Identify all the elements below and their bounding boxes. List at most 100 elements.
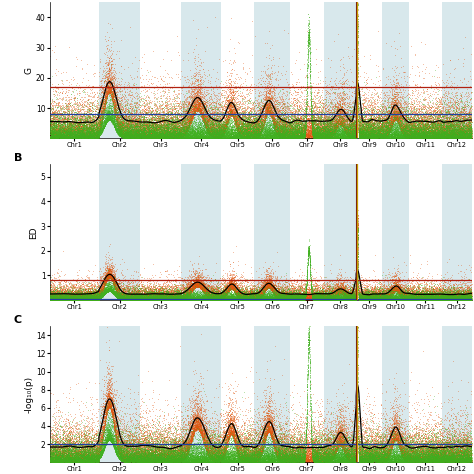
Point xyxy=(286,295,294,303)
Point xyxy=(299,446,306,454)
Point xyxy=(404,125,411,133)
Point xyxy=(406,458,414,466)
Point xyxy=(402,454,410,462)
Point xyxy=(241,295,249,303)
Point xyxy=(396,292,403,300)
Point xyxy=(375,296,383,303)
Point xyxy=(352,117,359,124)
Point xyxy=(182,134,189,141)
Point xyxy=(213,117,220,125)
Point xyxy=(94,117,101,125)
Point xyxy=(463,295,470,303)
Point xyxy=(313,295,320,303)
Point xyxy=(277,116,285,124)
Point xyxy=(158,457,166,465)
Point xyxy=(101,419,109,427)
Point xyxy=(327,294,335,301)
Point xyxy=(351,454,358,462)
Point xyxy=(328,128,336,136)
Point xyxy=(444,133,451,140)
Point xyxy=(216,455,223,463)
Point xyxy=(348,131,356,138)
Point xyxy=(235,296,242,303)
Point xyxy=(465,128,473,136)
Point xyxy=(143,453,151,461)
Point xyxy=(387,436,395,444)
Point xyxy=(191,454,199,462)
Point xyxy=(97,434,105,442)
Point xyxy=(87,449,94,457)
Point xyxy=(427,132,435,139)
Point xyxy=(337,452,345,460)
Point xyxy=(366,130,374,138)
Point xyxy=(298,132,306,139)
Point xyxy=(213,296,221,304)
Point xyxy=(263,456,270,464)
Point xyxy=(280,458,288,466)
Point xyxy=(174,296,182,303)
Point xyxy=(369,117,376,125)
Point xyxy=(449,435,457,442)
Point xyxy=(123,448,131,456)
Point xyxy=(373,284,380,292)
Point xyxy=(55,296,62,303)
Point xyxy=(94,451,101,459)
Point xyxy=(144,129,152,137)
Point xyxy=(144,420,151,428)
Point xyxy=(220,453,228,461)
Point xyxy=(230,283,237,291)
Point xyxy=(283,115,290,123)
Point xyxy=(434,132,442,139)
Point xyxy=(78,132,85,139)
Point xyxy=(98,422,105,429)
Point xyxy=(270,441,277,448)
Point xyxy=(465,441,472,448)
Point xyxy=(443,126,450,134)
Point xyxy=(436,445,444,453)
Point xyxy=(462,455,470,462)
Point xyxy=(382,454,390,462)
Point xyxy=(136,293,144,301)
Point xyxy=(221,292,228,300)
Point xyxy=(435,125,443,133)
Point xyxy=(432,455,439,462)
Point xyxy=(194,421,201,428)
Point xyxy=(81,446,88,453)
Point xyxy=(377,455,385,462)
Point xyxy=(130,454,138,461)
Point xyxy=(94,295,101,303)
Point xyxy=(271,288,279,296)
Point xyxy=(109,98,116,106)
Point xyxy=(96,101,104,109)
Point xyxy=(311,129,319,137)
Point xyxy=(63,456,70,464)
Point xyxy=(80,283,88,291)
Point xyxy=(171,296,178,303)
Point xyxy=(438,294,446,302)
Point xyxy=(276,451,283,459)
Point xyxy=(240,134,248,142)
Point xyxy=(361,456,368,464)
Point xyxy=(116,130,123,137)
Point xyxy=(455,122,463,129)
Point xyxy=(98,126,105,133)
Point xyxy=(347,116,355,124)
Point xyxy=(464,294,471,301)
Point xyxy=(284,296,292,303)
Point xyxy=(137,451,144,459)
Point xyxy=(292,428,299,436)
Point xyxy=(125,131,132,138)
Point xyxy=(351,286,359,293)
Point xyxy=(185,122,193,130)
Point xyxy=(97,424,104,431)
Point xyxy=(159,449,166,457)
Point xyxy=(183,454,191,461)
Point xyxy=(216,454,223,462)
Point xyxy=(278,447,285,454)
Point xyxy=(382,294,389,301)
Point xyxy=(122,456,130,464)
Point xyxy=(96,104,103,112)
Point xyxy=(276,295,283,303)
Point xyxy=(144,294,152,302)
Point xyxy=(169,294,177,301)
